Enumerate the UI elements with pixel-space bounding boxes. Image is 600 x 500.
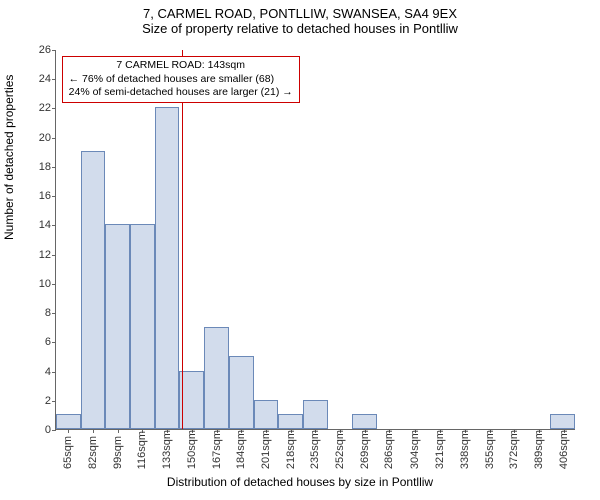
- xtick-mark: [93, 429, 94, 433]
- ytick-mark: [52, 108, 56, 109]
- ytick-label: 16: [21, 190, 51, 202]
- ytick-label: 20: [21, 132, 51, 144]
- histogram-bar: [130, 224, 155, 429]
- histogram-bar: [105, 224, 130, 429]
- histogram-bar: [352, 414, 377, 429]
- xtick-label: 150sqm: [186, 430, 198, 469]
- annot-line3: 24% of semi-detached houses are larger (…: [69, 86, 293, 100]
- plot-region: 0246810121416182022242665sqm82sqm99sqm11…: [55, 50, 575, 430]
- xtick-label: 82sqm: [87, 436, 99, 469]
- ytick-label: 12: [21, 249, 51, 261]
- page-title: 7, CARMEL ROAD, PONTLLIW, SWANSEA, SA4 9…: [0, 0, 600, 21]
- ytick-label: 14: [21, 219, 51, 231]
- ytick-label: 26: [21, 44, 51, 56]
- xtick-label: 389sqm: [533, 430, 545, 469]
- histogram-bar: [303, 400, 328, 429]
- xtick-label: 201sqm: [260, 430, 272, 469]
- ytick-mark: [52, 138, 56, 139]
- ytick-mark: [52, 167, 56, 168]
- annot-line2: ← 76% of detached houses are smaller (68…: [69, 73, 293, 87]
- xtick-label: 304sqm: [409, 430, 421, 469]
- xtick-label: 116sqm: [136, 431, 148, 469]
- ytick-mark: [52, 284, 56, 285]
- xtick-label: 133sqm: [161, 430, 173, 469]
- x-axis-label: Distribution of detached houses by size …: [0, 475, 600, 489]
- xtick-mark: [118, 429, 119, 433]
- page-subtitle: Size of property relative to detached ho…: [0, 21, 600, 36]
- ytick-mark: [52, 372, 56, 373]
- chart-area: 0246810121416182022242665sqm82sqm99sqm11…: [55, 50, 575, 430]
- histogram-bar: [278, 414, 303, 429]
- histogram-bar: [254, 400, 279, 429]
- xtick-label: 321sqm: [434, 430, 446, 469]
- ytick-mark: [52, 196, 56, 197]
- histogram-bar: [550, 414, 575, 429]
- ytick-label: 24: [21, 73, 51, 85]
- ytick-mark: [52, 313, 56, 314]
- histogram-bar: [229, 356, 254, 429]
- xtick-mark: [68, 429, 69, 433]
- xtick-label: 218sqm: [285, 430, 297, 469]
- reference-annotation: 7 CARMEL ROAD: 143sqm ← 76% of detached …: [62, 56, 300, 103]
- ytick-mark: [52, 225, 56, 226]
- xtick-label: 99sqm: [112, 436, 124, 469]
- ytick-label: 10: [21, 278, 51, 290]
- ytick-label: 2: [21, 395, 51, 407]
- histogram-bar: [81, 151, 106, 429]
- reference-line: [182, 50, 183, 429]
- xtick-label: 372sqm: [508, 430, 520, 469]
- xtick-label: 406sqm: [558, 430, 570, 469]
- ytick-mark: [52, 430, 56, 431]
- xtick-label: 235sqm: [309, 430, 321, 469]
- ytick-label: 6: [21, 336, 51, 348]
- annot-line1: 7 CARMEL ROAD: 143sqm: [69, 59, 293, 73]
- xtick-label: 286sqm: [383, 430, 395, 469]
- histogram-bar: [179, 371, 204, 429]
- ytick-mark: [52, 79, 56, 80]
- xtick-label: 184sqm: [235, 430, 247, 469]
- y-axis-label: Number of detached properties: [2, 75, 16, 240]
- xtick-label: 269sqm: [359, 430, 371, 469]
- xtick-label: 65sqm: [62, 436, 74, 469]
- ytick-label: 0: [21, 424, 51, 436]
- xtick-label: 252sqm: [334, 430, 346, 469]
- ytick-mark: [52, 50, 56, 51]
- xtick-label: 355sqm: [484, 430, 496, 469]
- ytick-label: 8: [21, 307, 51, 319]
- ytick-label: 18: [21, 161, 51, 173]
- ytick-mark: [52, 401, 56, 402]
- ytick-mark: [52, 255, 56, 256]
- ytick-label: 22: [21, 102, 51, 114]
- xtick-label: 338sqm: [459, 430, 471, 469]
- histogram-bar: [204, 327, 229, 429]
- histogram-bar: [56, 414, 81, 429]
- histogram-bar: [155, 107, 180, 429]
- xtick-label: 167sqm: [211, 430, 223, 469]
- ytick-mark: [52, 342, 56, 343]
- ytick-label: 4: [21, 366, 51, 378]
